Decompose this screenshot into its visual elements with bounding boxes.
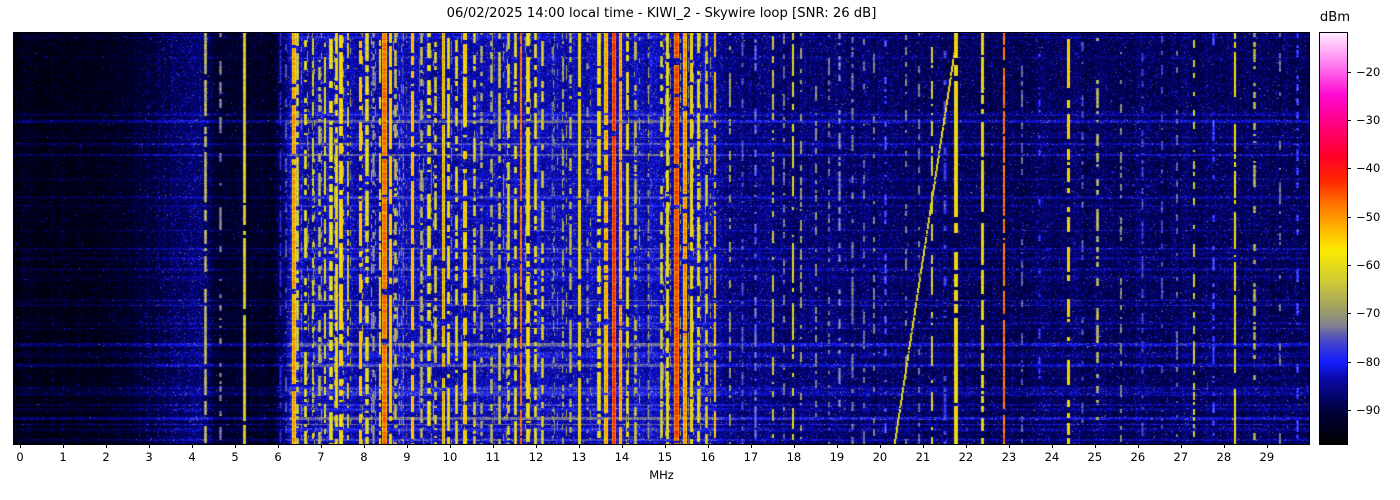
x-tick-label: 12 bbox=[528, 450, 544, 464]
x-tick-mark bbox=[277, 444, 279, 448]
x-tick-label: 4 bbox=[188, 450, 196, 464]
colorbar-tick-mark bbox=[1347, 120, 1351, 122]
x-tick-mark bbox=[1180, 444, 1182, 448]
x-tick-mark bbox=[406, 444, 408, 448]
x-tick-label: 0 bbox=[16, 450, 24, 464]
colorbar-tick-mark bbox=[1347, 168, 1351, 170]
colorbar bbox=[1319, 32, 1348, 445]
x-tick-label: 27 bbox=[1173, 450, 1189, 464]
x-tick-mark bbox=[149, 444, 150, 448]
x-tick-mark bbox=[707, 444, 709, 448]
x-tick-label: 13 bbox=[571, 450, 587, 464]
colorbar-tick-label: −90 bbox=[1356, 403, 1381, 418]
x-tick-label: 20 bbox=[872, 450, 888, 464]
x-tick-mark bbox=[836, 444, 838, 448]
x-tick-label: 16 bbox=[700, 450, 716, 464]
x-tick-label: 26 bbox=[1130, 450, 1146, 464]
colorbar-tick-mark bbox=[1347, 216, 1351, 218]
x-tick-label: 9 bbox=[403, 450, 411, 464]
plot-title: 06/02/2025 14:00 local time - KIWI_2 - S… bbox=[446, 6, 877, 21]
x-tick-label: 8 bbox=[360, 450, 368, 464]
x-tick-mark bbox=[1051, 444, 1053, 448]
x-tick-mark bbox=[793, 444, 795, 448]
colorbar-tick-label: −30 bbox=[1356, 113, 1381, 128]
x-tick-mark bbox=[1137, 444, 1139, 448]
x-tick-label: 7 bbox=[317, 450, 325, 464]
x-tick-mark bbox=[63, 444, 64, 448]
x-tick-mark bbox=[20, 444, 22, 448]
x-tick-label: 24 bbox=[1044, 450, 1060, 464]
x-tick-mark bbox=[234, 444, 236, 448]
colorbar-tick-label: −70 bbox=[1356, 306, 1381, 321]
x-tick-label: 1 bbox=[59, 450, 67, 464]
x-tick-label: 5 bbox=[231, 450, 239, 464]
x-tick-label: 18 bbox=[786, 450, 802, 464]
x-tick-mark bbox=[492, 444, 494, 448]
colorbar-tick-label: −20 bbox=[1356, 64, 1381, 79]
colorbar-unit-label: dBm bbox=[1319, 10, 1351, 25]
colorbar-tick-label: −50 bbox=[1356, 209, 1381, 224]
x-tick-mark bbox=[1008, 444, 1010, 448]
x-tick-label: 19 bbox=[829, 450, 845, 464]
x-tick-mark bbox=[106, 444, 107, 448]
x-tick-mark bbox=[320, 444, 322, 448]
x-axis-label: MHz bbox=[649, 468, 674, 482]
x-tick-mark bbox=[750, 444, 752, 448]
x-tick-label: 10 bbox=[442, 450, 458, 464]
x-tick-mark bbox=[1223, 444, 1225, 448]
x-tick-mark bbox=[191, 444, 193, 448]
x-tick-mark bbox=[621, 444, 623, 448]
colorbar-tick-label: −60 bbox=[1356, 258, 1381, 273]
colorbar-tick-mark bbox=[1347, 265, 1351, 267]
x-tick-mark bbox=[363, 444, 365, 448]
colorbar-gradient bbox=[1320, 33, 1347, 444]
spectrogram-canvas bbox=[14, 33, 1309, 444]
x-tick-mark bbox=[578, 444, 580, 448]
colorbar-tick-mark bbox=[1347, 361, 1351, 363]
x-tick-mark bbox=[449, 444, 451, 448]
x-tick-label: 29 bbox=[1259, 450, 1275, 464]
colorbar-tick-mark bbox=[1347, 410, 1351, 412]
x-tick-mark bbox=[879, 444, 881, 448]
colorbar-tick-label: −80 bbox=[1356, 354, 1381, 369]
colorbar-tick-mark bbox=[1347, 71, 1351, 73]
x-tick-label: 23 bbox=[1001, 450, 1017, 464]
x-tick-mark bbox=[922, 444, 924, 448]
x-tick-label: 14 bbox=[614, 450, 630, 464]
x-tick-label: 2 bbox=[102, 450, 110, 464]
plot-area bbox=[13, 32, 1310, 445]
x-tick-label: 6 bbox=[274, 450, 282, 464]
x-tick-label: 25 bbox=[1087, 450, 1103, 464]
x-tick-label: 21 bbox=[915, 450, 931, 464]
x-tick-label: 17 bbox=[743, 450, 759, 464]
x-tick-label: 15 bbox=[657, 450, 673, 464]
colorbar-tick-mark bbox=[1347, 313, 1351, 315]
x-tick-mark bbox=[965, 444, 967, 448]
x-tick-label: 22 bbox=[958, 450, 974, 464]
x-tick-mark bbox=[1266, 444, 1268, 448]
x-tick-mark bbox=[1094, 444, 1096, 448]
x-tick-label: 11 bbox=[485, 450, 501, 464]
x-tick-mark bbox=[664, 444, 666, 448]
x-tick-label: 28 bbox=[1216, 450, 1232, 464]
colorbar-tick-label: −40 bbox=[1356, 161, 1381, 176]
x-tick-mark bbox=[535, 444, 537, 448]
x-tick-label: 3 bbox=[145, 450, 153, 464]
